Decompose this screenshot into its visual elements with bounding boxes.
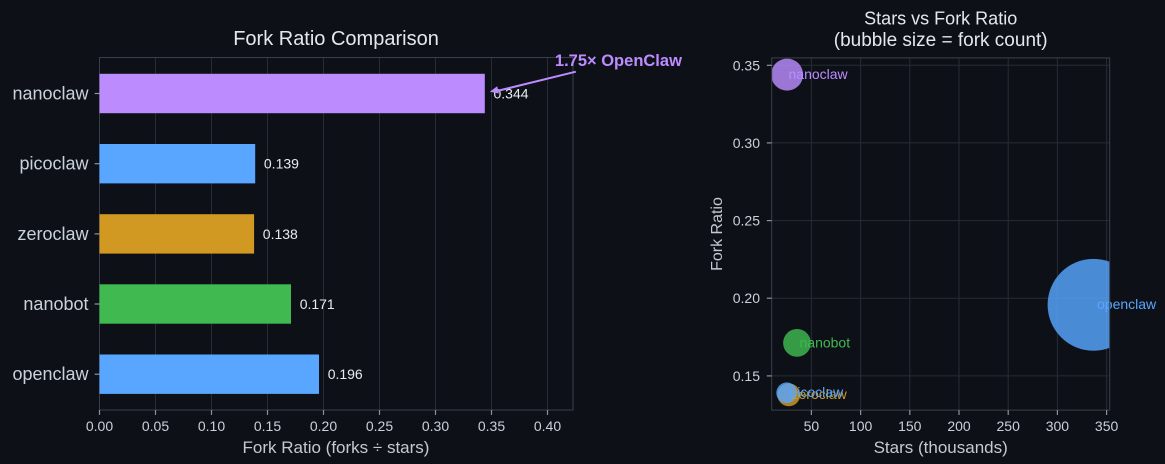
svg-text:50: 50 bbox=[804, 418, 820, 434]
svg-text:0.35: 0.35 bbox=[478, 418, 505, 434]
svg-text:Stars (thousands): Stars (thousands) bbox=[874, 438, 1008, 457]
svg-text:0.30: 0.30 bbox=[422, 418, 449, 434]
svg-text:150: 150 bbox=[898, 418, 922, 434]
svg-text:0.35: 0.35 bbox=[733, 57, 760, 73]
svg-text:0.138: 0.138 bbox=[263, 226, 298, 242]
svg-text:0.05: 0.05 bbox=[142, 418, 169, 434]
svg-text:1.75× OpenClaw: 1.75× OpenClaw bbox=[555, 52, 682, 70]
svg-text:0.10: 0.10 bbox=[198, 418, 225, 434]
svg-text:picoclaw: picoclaw bbox=[19, 154, 89, 174]
svg-text:nanoclaw: nanoclaw bbox=[12, 84, 89, 104]
svg-text:Stars vs Fork Ratio: Stars vs Fork Ratio bbox=[864, 8, 1017, 28]
svg-text:0.00: 0.00 bbox=[86, 418, 113, 434]
svg-text:0.25: 0.25 bbox=[733, 213, 760, 229]
svg-text:picoclaw: picoclaw bbox=[790, 384, 845, 400]
svg-text:(bubble size = fork count): (bubble size = fork count) bbox=[834, 30, 1048, 51]
svg-text:0.196: 0.196 bbox=[328, 366, 363, 382]
svg-text:zeroclaw: zeroclaw bbox=[17, 224, 89, 244]
svg-text:nanoclaw: nanoclaw bbox=[789, 66, 849, 82]
svg-text:300: 300 bbox=[1046, 418, 1070, 434]
svg-text:0.40: 0.40 bbox=[534, 418, 561, 434]
svg-text:0.15: 0.15 bbox=[733, 368, 760, 384]
svg-text:nanobot: nanobot bbox=[800, 334, 851, 350]
svg-text:0.139: 0.139 bbox=[264, 156, 299, 172]
svg-text:350: 350 bbox=[1095, 418, 1119, 434]
svg-text:zeroclaw: zeroclaw bbox=[792, 386, 848, 402]
svg-text:openclaw: openclaw bbox=[1097, 296, 1157, 312]
svg-text:100: 100 bbox=[849, 418, 873, 434]
svg-text:0.20: 0.20 bbox=[733, 290, 760, 306]
svg-text:openclaw: openclaw bbox=[12, 364, 89, 384]
svg-text:250: 250 bbox=[997, 418, 1021, 434]
svg-text:0.15: 0.15 bbox=[254, 418, 281, 434]
svg-text:0.20: 0.20 bbox=[310, 418, 337, 434]
svg-text:nanobot: nanobot bbox=[23, 294, 88, 314]
svg-text:0.25: 0.25 bbox=[366, 418, 393, 434]
svg-text:0.171: 0.171 bbox=[300, 296, 335, 312]
svg-text:200: 200 bbox=[947, 418, 971, 434]
svg-text:Fork Ratio Comparison: Fork Ratio Comparison bbox=[233, 28, 439, 50]
svg-text:Fork Ratio: Fork Ratio bbox=[709, 197, 726, 271]
svg-text:Fork Ratio (forks ÷ stars): Fork Ratio (forks ÷ stars) bbox=[243, 438, 430, 457]
svg-text:0.30: 0.30 bbox=[733, 135, 760, 151]
